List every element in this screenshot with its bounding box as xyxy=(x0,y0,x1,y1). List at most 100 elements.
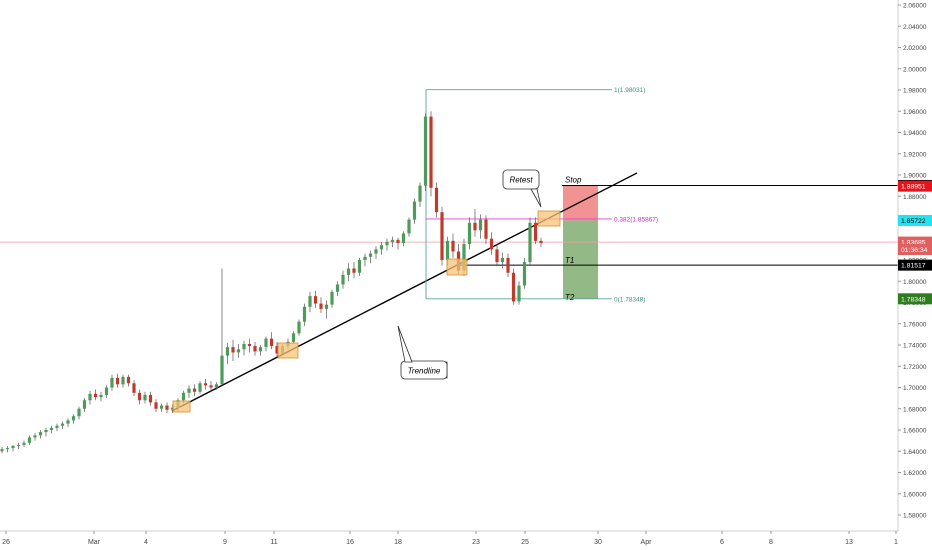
candle-body[interactable] xyxy=(275,346,279,354)
candle-body[interactable] xyxy=(539,240,543,243)
candle-body[interactable] xyxy=(374,249,378,254)
candle-body[interactable] xyxy=(264,338,268,348)
candle-body[interactable] xyxy=(357,260,362,273)
candle-body[interactable] xyxy=(473,222,477,231)
candle-body[interactable] xyxy=(60,423,65,426)
price-tag[interactable] xyxy=(898,244,932,256)
candle-body[interactable] xyxy=(489,238,494,250)
candle-body[interactable] xyxy=(165,405,169,410)
candle-body[interactable] xyxy=(302,306,307,322)
candle-body[interactable] xyxy=(517,285,521,302)
candle-body[interactable] xyxy=(16,444,21,446)
candle-body[interactable] xyxy=(126,376,131,384)
candle-body[interactable] xyxy=(22,442,26,445)
candle-body[interactable] xyxy=(396,239,400,243)
candle-body[interactable] xyxy=(363,256,367,260)
price-tag[interactable] xyxy=(898,293,932,305)
candle-body[interactable] xyxy=(0,449,4,452)
candle-body[interactable] xyxy=(528,222,532,263)
candle-body[interactable] xyxy=(192,388,197,392)
candle-body[interactable] xyxy=(297,321,301,334)
candle-body[interactable] xyxy=(181,392,186,401)
candle-body[interactable] xyxy=(198,383,202,392)
candle-body[interactable] xyxy=(115,377,120,385)
candle-body[interactable] xyxy=(313,296,318,304)
candle-body[interactable] xyxy=(478,219,483,231)
candle-body[interactable] xyxy=(308,296,312,307)
candle-body[interactable] xyxy=(88,393,92,401)
highlight-box[interactable] xyxy=(446,258,468,276)
candle-body[interactable] xyxy=(484,219,488,239)
candle-body[interactable] xyxy=(66,420,70,424)
candle-body[interactable] xyxy=(187,388,191,393)
candle-body[interactable] xyxy=(495,249,499,263)
candle-body[interactable] xyxy=(319,303,323,309)
candle-body[interactable] xyxy=(49,427,54,430)
candle-body[interactable] xyxy=(55,425,59,428)
candle-body[interactable] xyxy=(533,222,538,241)
candle-body[interactable] xyxy=(154,402,158,409)
candle-body[interactable] xyxy=(247,343,252,347)
candle-body[interactable] xyxy=(93,393,98,398)
candle-body[interactable] xyxy=(352,268,356,273)
candle-body[interactable] xyxy=(379,245,384,250)
candle-body[interactable] xyxy=(104,387,109,395)
candle-body[interactable] xyxy=(522,262,527,286)
candle-body[interactable] xyxy=(11,445,15,449)
highlight-box[interactable] xyxy=(172,400,191,413)
candle-body[interactable] xyxy=(412,201,417,220)
candle-body[interactable] xyxy=(258,347,263,352)
candle-body[interactable] xyxy=(77,408,81,417)
candle-body[interactable] xyxy=(242,343,246,350)
candle-body[interactable] xyxy=(467,222,472,245)
candle-body[interactable] xyxy=(407,219,411,234)
target-zone[interactable] xyxy=(563,220,598,299)
candle-body[interactable] xyxy=(27,437,32,443)
candle-body[interactable] xyxy=(110,377,114,388)
candle-body[interactable] xyxy=(269,338,274,347)
candle-body[interactable] xyxy=(253,346,257,352)
candle-body[interactable] xyxy=(330,291,334,305)
candle-body[interactable] xyxy=(132,383,136,393)
candle-body[interactable] xyxy=(451,240,455,252)
candle-body[interactable] xyxy=(401,233,406,243)
candle-body[interactable] xyxy=(324,304,329,309)
price-tag[interactable] xyxy=(898,180,932,192)
candle-body[interactable] xyxy=(440,212,444,260)
candle-body[interactable] xyxy=(236,349,241,353)
candle-body[interactable] xyxy=(291,333,296,342)
candle-body[interactable] xyxy=(203,383,208,386)
candle-body[interactable] xyxy=(214,384,219,388)
candle-body[interactable] xyxy=(38,432,43,436)
candle-body[interactable] xyxy=(511,272,516,302)
candle-body[interactable] xyxy=(220,355,224,385)
candle-body[interactable] xyxy=(209,385,213,388)
candle-body[interactable] xyxy=(231,347,235,353)
candle-body[interactable] xyxy=(5,448,10,450)
candle-body[interactable] xyxy=(429,116,433,188)
price-tag[interactable] xyxy=(898,214,932,226)
candle-body[interactable] xyxy=(143,394,147,401)
highlight-box[interactable] xyxy=(277,342,299,359)
candle-body[interactable] xyxy=(225,347,230,356)
candle-body[interactable] xyxy=(418,185,422,202)
candle-body[interactable] xyxy=(82,400,87,409)
candle-body[interactable] xyxy=(170,407,175,410)
retest-callout-box[interactable] xyxy=(502,169,540,190)
candle-body[interactable] xyxy=(506,257,510,273)
candle-body[interactable] xyxy=(71,416,76,421)
candle-body[interactable] xyxy=(148,394,153,403)
candle-body[interactable] xyxy=(390,239,395,242)
candle-body[interactable] xyxy=(44,430,48,433)
candle-body[interactable] xyxy=(33,435,37,438)
price-tag[interactable] xyxy=(898,259,932,271)
candle-body[interactable] xyxy=(346,268,351,275)
candle-body[interactable] xyxy=(368,253,373,257)
stop-zone[interactable] xyxy=(563,185,598,221)
price-tag[interactable] xyxy=(898,236,932,248)
candle-body[interactable] xyxy=(423,116,428,186)
candle-body[interactable] xyxy=(462,244,466,271)
candle-body[interactable] xyxy=(500,257,505,263)
candle-body[interactable] xyxy=(341,274,345,285)
